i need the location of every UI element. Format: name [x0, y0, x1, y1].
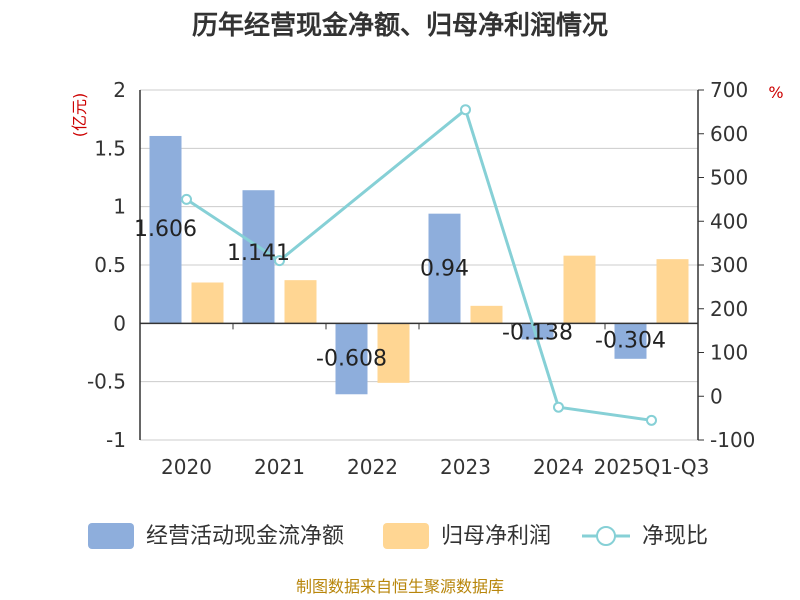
legend-label-net-profit: 归母净利润 [441, 524, 551, 549]
legend-swatch-ratio-marker [596, 526, 616, 546]
bars [149, 135, 689, 395]
y-left-tick-label: 1 [113, 195, 126, 219]
y-right-tick-label: 700 [710, 78, 748, 102]
x-tick-label: 2025Q1-Q3 [594, 455, 710, 479]
bar-net-profit [563, 255, 596, 324]
right-axis-unit: % [768, 83, 783, 102]
y-left-tick-label: -0.5 [87, 370, 126, 394]
bar-cash-flow [335, 323, 368, 395]
x-tick-label: 2024 [533, 455, 584, 479]
y-left-tick-label: 0 [113, 311, 126, 335]
y-right-tick-label: 200 [710, 297, 748, 321]
axes: 2 1.5 1 0.5 0 -0.5 -1 700 600 500 400 300 200 100 0 -10… [87, 78, 755, 479]
legend-label-ratio: 净现比 [642, 524, 708, 549]
y-right-tick-label: 400 [710, 209, 748, 233]
x-tick-label: 2023 [440, 455, 491, 479]
y-left-tick-label: 2 [113, 78, 126, 102]
legend: 经营活动现金流净额 归母净利润 净现比 [88, 523, 708, 549]
y-right-tick-label: 100 [710, 341, 748, 365]
ratio-point [460, 104, 471, 116]
y-left-tick-label: 0.5 [94, 253, 126, 277]
y-right-tick-label: 300 [710, 253, 748, 277]
legend-label-cash-flow: 经营活动现金流净额 [146, 524, 344, 549]
ratio-point [274, 255, 285, 267]
gridlines [140, 89, 698, 441]
legend-swatch-cash-flow [88, 523, 134, 549]
bar-cash-flow [149, 135, 182, 324]
data-label-cash-flow: 1.141 [227, 241, 290, 266]
ratio-point [553, 401, 564, 413]
bar-cash-flow [428, 213, 461, 324]
data-label-cash-flow: -0.608 [316, 346, 387, 371]
legend-swatch-net-profit [383, 523, 429, 549]
bar-net-profit [284, 280, 317, 324]
bar-net-profit [470, 305, 503, 324]
data-label-cash-flow: -0.304 [595, 328, 666, 353]
y-right-tick-label: 500 [710, 166, 748, 190]
source-note: 制图数据来自恒生聚源数据库 [296, 577, 504, 596]
data-label-cash-flow: 1.606 [134, 217, 197, 242]
x-tick-label: 2022 [347, 455, 398, 479]
y-left-tick-label: 1.5 [94, 136, 126, 160]
bar-net-profit [191, 282, 224, 324]
x-tick-label: 2021 [254, 455, 305, 479]
bar-cash-flow [242, 190, 275, 324]
bar-net-profit [656, 259, 689, 324]
y-right-tick-label: 0 [710, 384, 723, 408]
chart-title: 历年经营现金净额、归母净利润情况 [192, 10, 608, 41]
ratio-point [181, 193, 192, 205]
ratio-line-series [181, 104, 657, 426]
data-label-cash-flow: -0.138 [502, 320, 573, 345]
bar-net-profit [377, 323, 410, 383]
ratio-point [646, 414, 657, 426]
y-right-tick-label: 600 [710, 122, 748, 146]
data-label-cash-flow: 0.94 [420, 257, 469, 282]
y-left-tick-label: -1 [106, 428, 126, 452]
bar-cash-flow [521, 323, 554, 340]
y-right-tick-label: -100 [710, 428, 755, 452]
bar-cash-flow [614, 323, 647, 359]
x-tick-label: 2020 [161, 455, 212, 479]
data-labels: 1.606 1.141 -0.608 0.94 -0.138 -0.304 [134, 217, 666, 371]
left-axis-unit: (亿元) [70, 93, 89, 138]
